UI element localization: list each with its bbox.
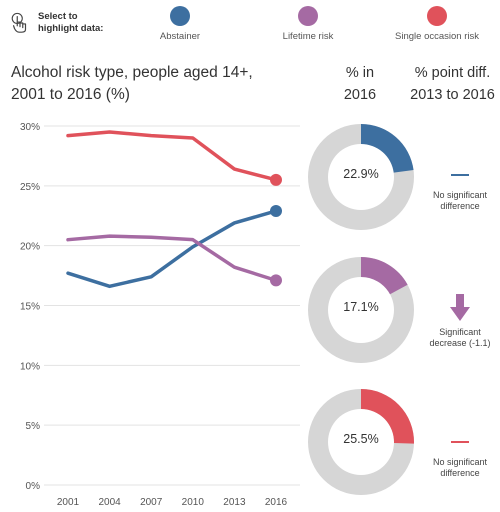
legend-label-single-occasion-risk: Single occasion risk	[395, 31, 479, 42]
diff-abstainer: No significant difference	[420, 174, 500, 212]
x-tick-label: 2007	[140, 497, 163, 508]
donut-single-occasion-risk-ring	[308, 389, 414, 495]
donut-lifetime-risk: 17.1%	[308, 257, 414, 363]
donut-single-occasion-risk: 25.5%	[308, 389, 414, 495]
y-tick-label: 15%	[20, 302, 40, 313]
donut-segment	[361, 257, 408, 295]
single-occasion-risk-dot-icon	[427, 6, 447, 26]
y-tick-label: 5%	[26, 421, 41, 432]
donut-lifetime-risk-value: 17.1%	[343, 300, 379, 314]
hand-pointer-icon	[11, 12, 27, 33]
donut-abstainer-ring	[308, 124, 414, 230]
lifetime-risk-dot-icon	[298, 6, 318, 26]
x-tick-label: 2004	[98, 497, 121, 508]
legend-label-abstainer: Abstainer	[159, 31, 201, 42]
y-tick-label: 20%	[20, 242, 40, 253]
series-end-point-abstainer	[270, 204, 282, 217]
donut-segment	[361, 124, 414, 173]
series-end-point-single-occasion-risk	[270, 173, 282, 186]
y-tick-label: 25%	[20, 182, 40, 193]
pct-in-2016-header: % in 2016	[343, 65, 377, 103]
diff-single-occasion-risk: No significant difference	[420, 441, 500, 479]
abstainer-dot-icon	[170, 6, 190, 26]
chart-title: Alcohol risk type, people aged 14+, 2001…	[11, 64, 253, 103]
x-tick-label: 2013	[223, 497, 246, 508]
no-change-dash-icon	[451, 174, 469, 176]
donut-abstainer: 22.9%	[308, 124, 414, 230]
legend-button-single-occasion-risk[interactable]: Single occasion risk	[382, 6, 492, 46]
donut-lifetime-risk-ring	[308, 257, 414, 363]
y-tick-label: 0%	[26, 481, 41, 492]
x-tick-label: 2010	[182, 497, 205, 508]
x-tick-label: 2016	[265, 497, 288, 508]
series-line-abstainer	[66, 209, 278, 289]
legend-label-lifetime-risk: Lifetime risk	[282, 31, 334, 42]
series-end-point-lifetime-risk	[270, 274, 282, 287]
legend-button-lifetime-risk[interactable]: Lifetime risk	[253, 6, 363, 46]
x-tick-label: 2001	[57, 497, 80, 508]
donut-segment	[361, 389, 414, 444]
no-change-dash-icon	[451, 441, 469, 443]
line-chart: 0% 5% 10% 15% 20% 25% 30% 2001 2004 2007 2010 2013 2…	[20, 122, 300, 508]
point-diff-header: % point diff. 2013 to 2016	[410, 65, 495, 103]
down-arrow-icon	[450, 294, 470, 321]
diff-lifetime-risk: Significant decrease (-1.1)	[420, 294, 500, 349]
series-line-lifetime-risk	[66, 234, 278, 283]
highlight-selector: Select to highlight data: Abstainer Life…	[0, 0, 500, 58]
donut-abstainer-value: 22.9%	[343, 167, 379, 181]
y-tick-label: 10%	[20, 361, 40, 372]
y-tick-label: 30%	[20, 122, 40, 133]
legend-button-abstainer[interactable]: Abstainer	[125, 6, 235, 46]
donut-single-occasion-risk-value: 25.5%	[343, 432, 379, 446]
select-label: Select to highlight data:	[38, 11, 104, 34]
series-line-single-occasion-risk	[66, 130, 278, 182]
